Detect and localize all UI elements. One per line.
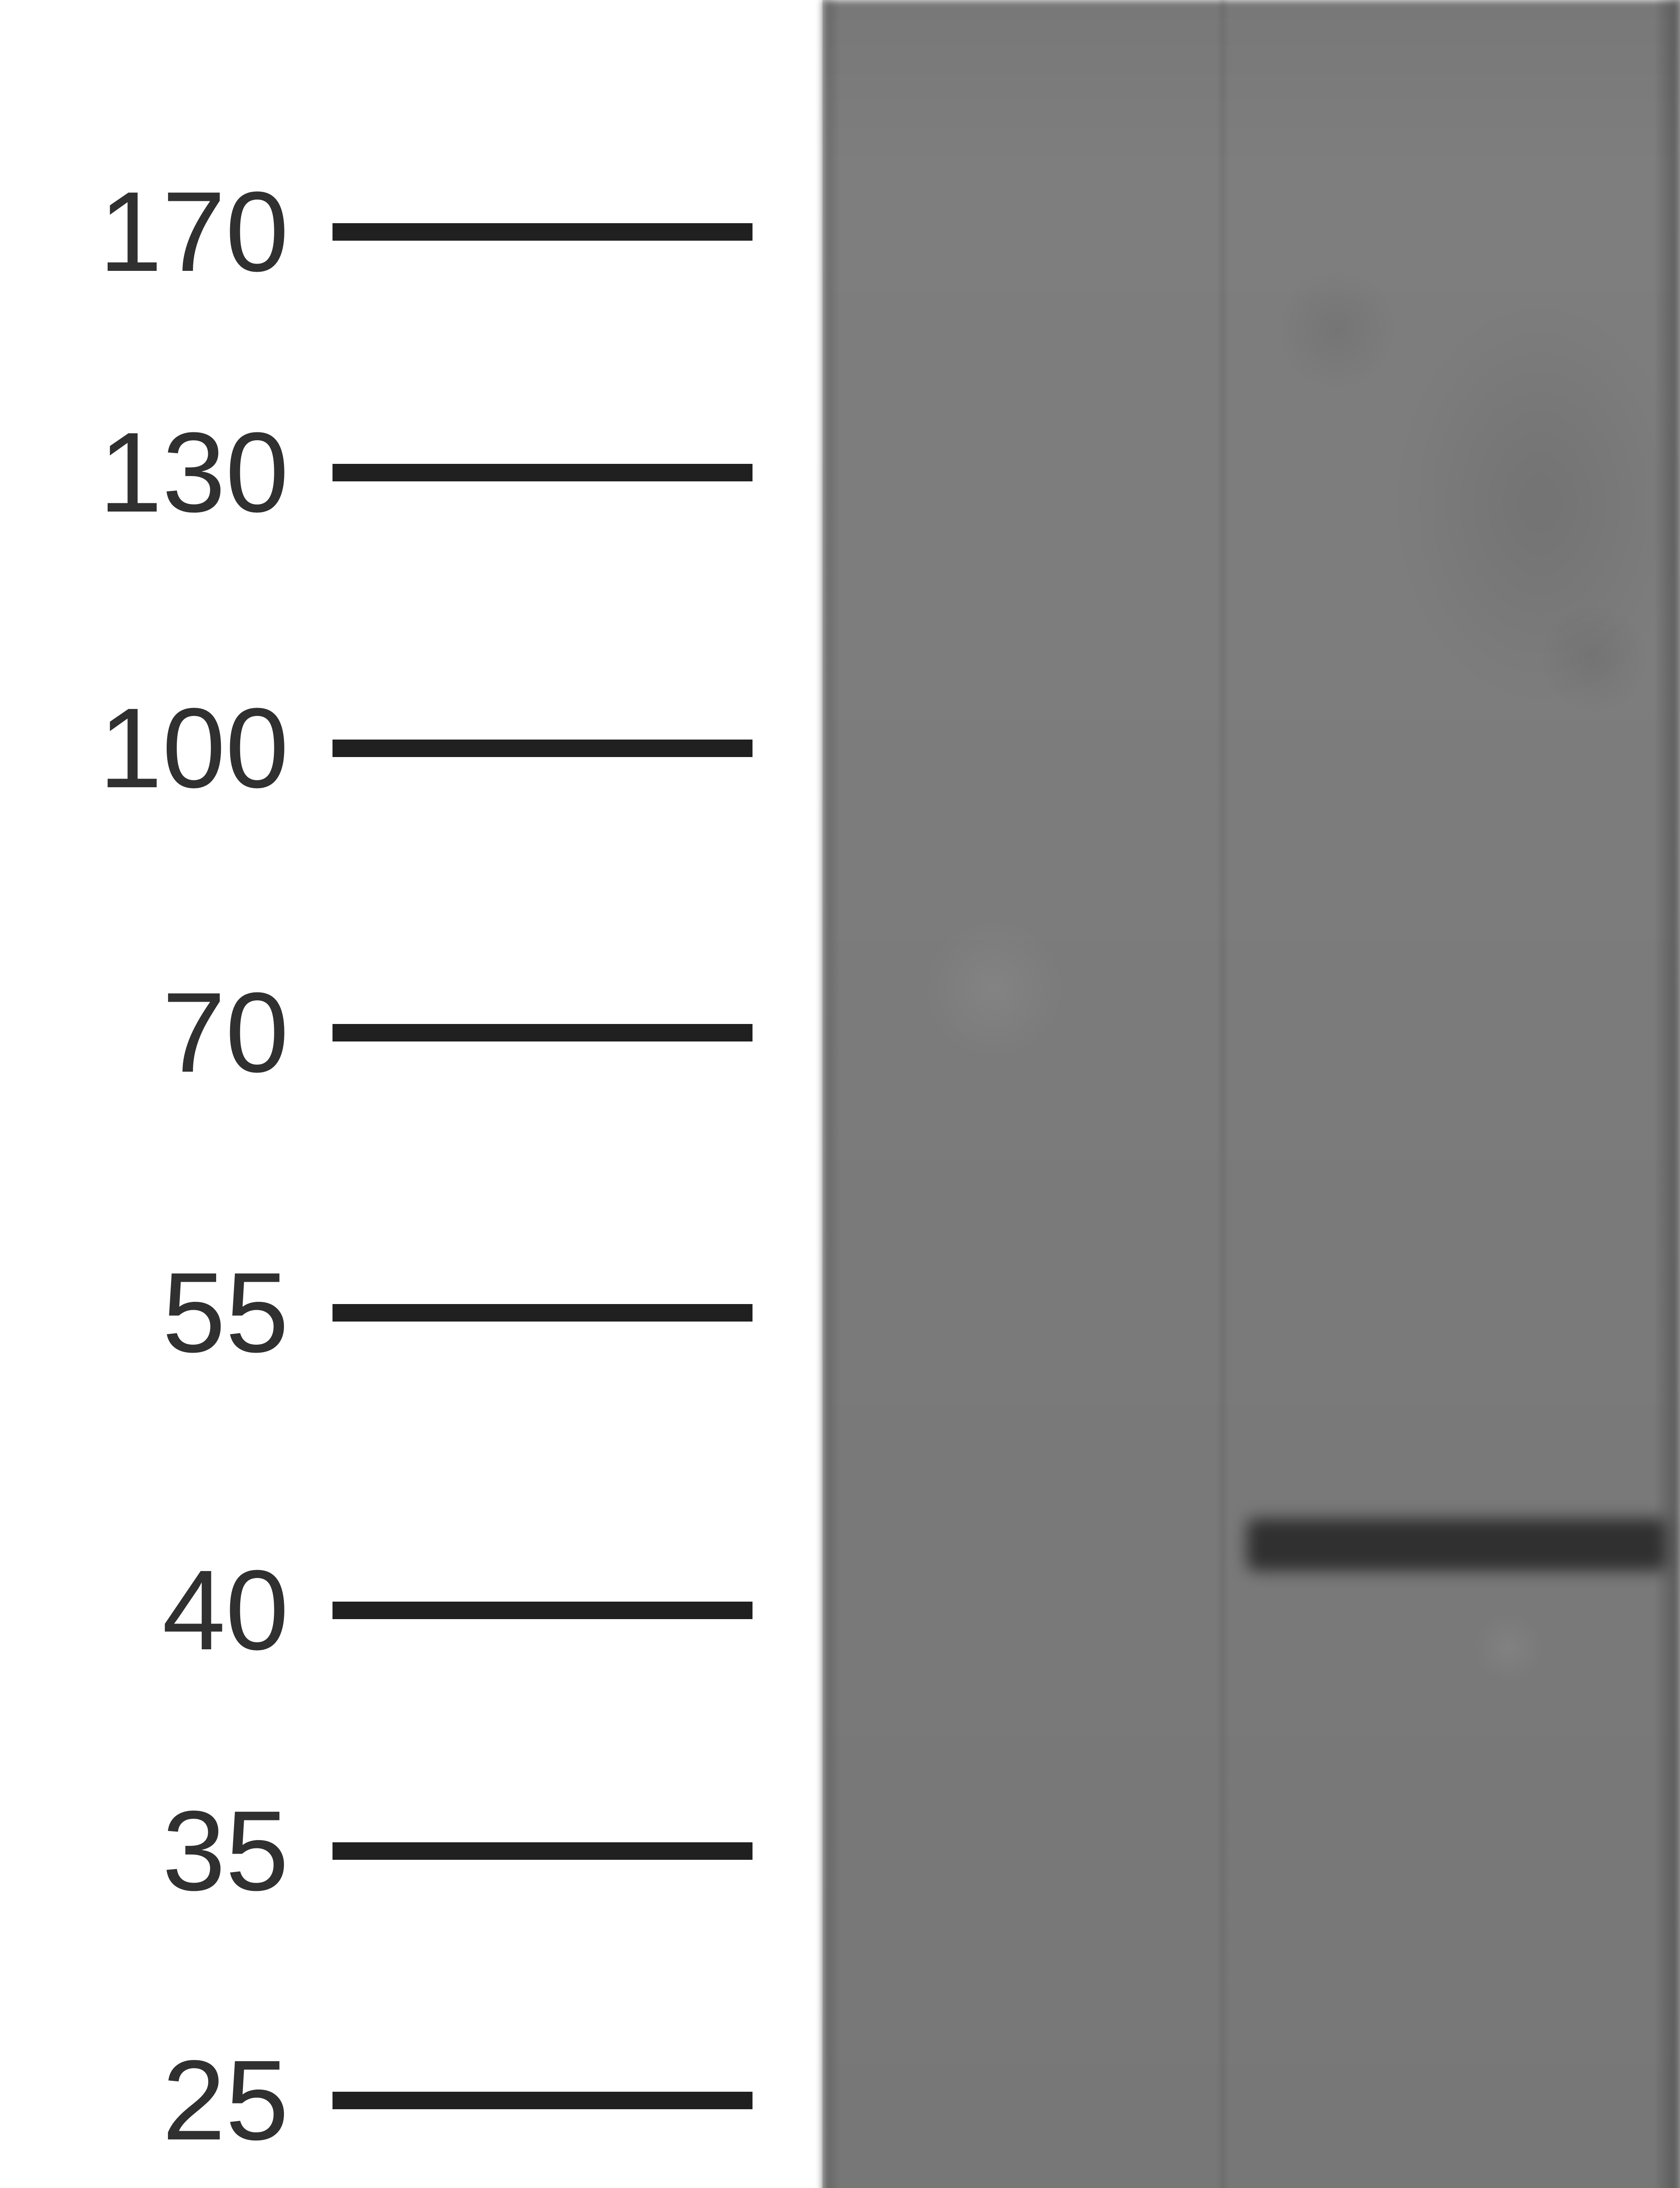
marker-line-55 [332, 1304, 752, 1322]
marker-label-25: 25 [44, 2044, 289, 2157]
marker-label-130: 130 [44, 416, 289, 529]
western-blot-figure: 170 130 100 70 55 40 35 25 15 10 [0, 0, 1680, 2188]
marker-line-25 [332, 2092, 752, 2109]
marker-label-70: 70 [44, 976, 289, 1090]
marker-label-55: 55 [44, 1256, 289, 1370]
marker-label-170: 170 [44, 175, 289, 289]
marker-label-35: 35 [44, 1794, 289, 1908]
marker-line-130 [332, 464, 752, 481]
marker-line-40 [332, 1602, 752, 1619]
marker-line-100 [332, 740, 752, 757]
marker-line-35 [332, 1842, 752, 1860]
marker-label-40: 40 [44, 1553, 289, 1667]
blot-right-edge-shade [1654, 0, 1680, 2188]
marker-line-70 [332, 1024, 752, 1041]
blot-noise [822, 0, 1680, 2188]
marker-line-170 [332, 223, 752, 241]
band-lane2-43kDa [1247, 1518, 1667, 1571]
molecular-weight-ladder: 170 130 100 70 55 40 35 25 15 10 [0, 0, 796, 2188]
marker-label-100: 100 [44, 691, 289, 805]
